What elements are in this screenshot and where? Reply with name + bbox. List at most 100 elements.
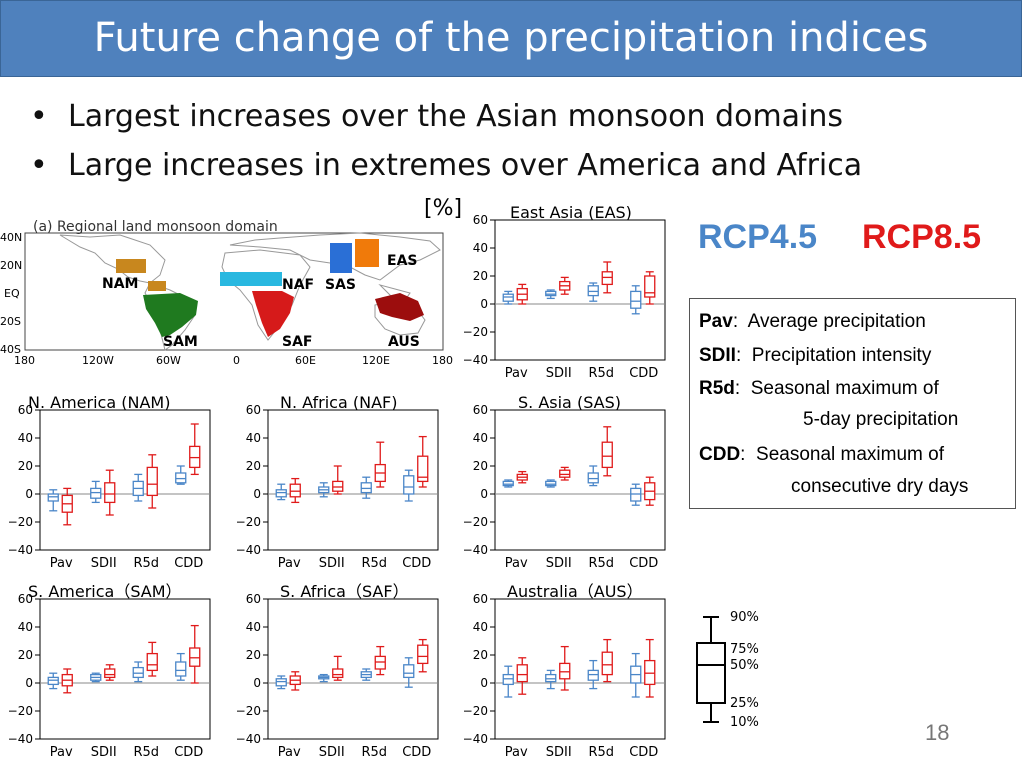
definition-desc: Seasonal maximum of [750,378,939,399]
box-rcp85 [516,283,528,305]
box-rcp85 [61,487,73,526]
box-iqr [502,673,514,686]
box-rcp85 [146,641,158,677]
definition-row: R5d: Seasonal maximum of [699,378,939,400]
y-tick-label: −40 [236,543,261,557]
chart-panel-nam: −40 −20 0 20 40 60 Pav SDII R5d CDD N. America (NA… [8,393,211,571]
x-tick-label: SDII [546,556,572,571]
map-lat-tick: EQ [4,287,20,300]
x-tick-label: R5d [133,745,159,760]
x-tick-label: CDD [174,745,203,760]
box-rcp45 [175,652,187,681]
chart-panel-sam: −40 −20 0 20 40 60 Pav SDII R5d CDD S. America（SAM… [8,582,211,760]
panel-title: Australia（AUS） [507,582,643,601]
box-iqr [132,666,144,679]
x-tick-label: Pav [50,556,73,571]
map-lat-tick: 40N [0,231,22,244]
y-tick-label: 20 [473,459,488,473]
box-iqr [332,480,344,492]
y-tick-label: 0 [253,487,261,501]
panel-title: S. Asia (SAS) [518,393,621,412]
y-tick-label: 60 [473,213,488,227]
y-tick-label: 20 [246,459,261,473]
key-label: 25% [730,696,759,711]
bullet-dot: • [30,99,48,134]
definition-row: CDD: Seasonal maximum of [699,444,944,466]
y-tick-label: 20 [473,648,488,662]
x-tick-label: SDII [319,745,345,760]
box-iqr [644,275,656,298]
bullet-item: • Large increases in extremes over Americ… [30,141,862,190]
map-title: (a) Regional land monsoon domain [33,219,278,235]
x-tick-label: SDII [91,556,117,571]
box-rcp85 [559,276,571,295]
box-rcp85 [644,638,656,698]
box-iqr [47,493,59,502]
box-iqr [189,445,201,469]
x-tick-label: R5d [133,556,159,571]
x-tick-label: SDII [319,556,345,571]
x-tick-label: R5d [588,745,614,760]
box-iqr [403,475,415,495]
box-rcp85 [601,426,613,477]
y-tick-label: 60 [18,592,33,606]
box-iqr [587,285,599,297]
x-tick-label: CDD [174,556,203,571]
y-tick-label: 0 [25,676,33,690]
y-tick-label: −20 [463,325,488,339]
box-iqr [332,668,344,679]
map-lon-tick: 0 [233,354,240,367]
box-rcp45 [630,652,642,698]
box-iqr [545,290,557,297]
map-lon-tick: 60E [295,354,316,367]
y-tick-label: 40 [246,620,261,634]
box-rcp85 [601,638,613,683]
box-rcp85 [374,441,386,488]
rcp45-label: RCP4.5 [698,218,818,256]
box-rcp45 [47,672,59,690]
box-rcp45 [175,465,187,485]
x-tick-label: Pav [278,745,301,760]
y-tick-label: 40 [473,620,488,634]
y-tick-label: 0 [480,297,488,311]
region-label: SAF [282,334,312,350]
box-iqr [104,668,116,679]
box-rcp45 [587,282,599,302]
box-rcp85 [516,657,528,695]
monsoon-domain-map: (a) Regional land monsoon domain NAM SAM… [0,219,453,367]
box-iqr [275,678,287,687]
region-label: EAS [387,253,417,269]
box-iqr [587,669,599,681]
bullet-text: Largest increases over the Asian monsoon… [68,99,844,134]
definition-row: Pav: Average precipitation [699,311,926,333]
y-tick-label: −40 [463,543,488,557]
panel-title: S. America（SAM） [28,582,182,601]
key-label: 75% [730,642,759,657]
definition-desc: Seasonal maximum of [756,444,944,465]
definition-separator: : [732,311,739,332]
box-rcp85 [516,470,528,484]
box-iqr [502,480,514,487]
definition-continuation: consecutive dry days [791,476,969,497]
box-rcp85 [559,645,571,691]
box-iqr [417,455,429,483]
definition-desc: Average precipitation [747,311,926,332]
x-tick-label: Pav [505,366,528,381]
box-iqr [374,655,386,670]
y-tick-label: −20 [463,704,488,718]
box-rcp45 [90,672,102,683]
box-rcp85 [146,454,158,509]
region-nam-area-2 [148,281,166,291]
y-tick-label: 60 [246,403,261,417]
box-iqr [275,489,287,498]
box-iqr [47,676,59,686]
region-sam-area [143,293,198,337]
box-iqr [189,647,201,667]
region-eas-area [355,239,379,267]
y-tick-label: 20 [18,648,33,662]
x-tick-label: Pav [505,745,528,760]
box-iqr [630,487,642,502]
box-iqr [104,482,116,504]
region-label: SAM [163,334,198,350]
box-rcp85 [332,655,344,681]
